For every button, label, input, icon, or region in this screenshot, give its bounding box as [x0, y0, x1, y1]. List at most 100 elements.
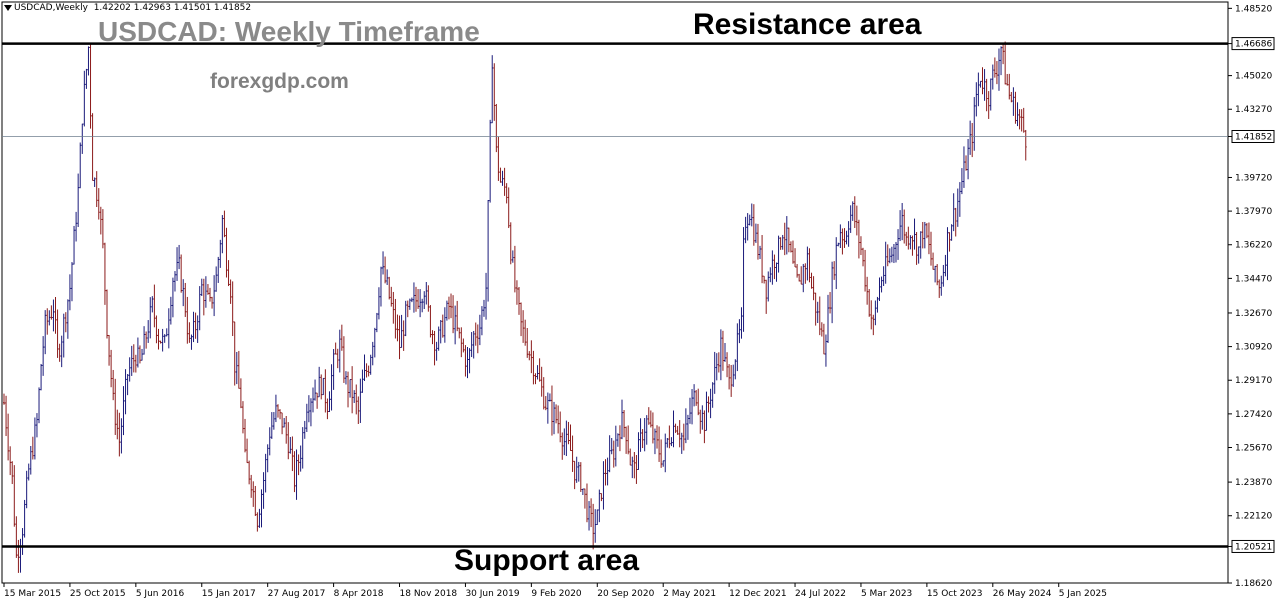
ohlc-bar — [847, 221, 850, 247]
ohlc-bar — [1002, 43, 1005, 65]
ohlc-bar — [695, 390, 698, 406]
ohlc-bar — [112, 369, 115, 401]
ohlc-bar — [936, 264, 939, 286]
ohlc-bar — [759, 245, 762, 260]
ohlc-bar — [827, 294, 829, 343]
ohlc-bar — [678, 420, 681, 448]
ohlc-bar — [602, 461, 605, 510]
triangle-down-icon — [4, 4, 12, 11]
ohlc-bar — [157, 328, 160, 350]
ohlc-bar — [229, 279, 232, 304]
ohlc-bar — [806, 246, 809, 281]
x-tick-label: 15 Mar 2015 — [4, 589, 61, 599]
ohlc-bar — [297, 454, 300, 476]
ohlc-bar — [977, 72, 980, 107]
ohlc-bar — [87, 46, 90, 76]
ohlc-bar — [841, 228, 844, 255]
ohlc-bar — [903, 209, 906, 244]
ohlc-bar — [371, 341, 374, 366]
ohlc-bar — [948, 232, 951, 252]
ohlc-bar — [569, 424, 572, 452]
ohlc-bar — [184, 282, 187, 317]
ohlc-bar — [594, 509, 597, 543]
ohlc-bar — [894, 241, 897, 263]
ohlc-bar — [691, 389, 694, 425]
ohlc-bar — [493, 63, 496, 121]
ohlc-bar — [431, 330, 434, 345]
ohlc-bar — [686, 414, 689, 440]
watermark: forexgdp.com — [210, 70, 349, 93]
ohlc-bar — [21, 528, 24, 555]
ohlc-bar — [499, 167, 502, 183]
ohlc-bar — [892, 243, 895, 264]
ohlc-bar — [42, 336, 45, 376]
ohlc-bar — [485, 272, 488, 320]
ohlc-bar — [837, 242, 840, 247]
ohlc-bar — [367, 365, 370, 377]
ohlc-bar — [579, 462, 582, 492]
ohlc-bar — [373, 327, 376, 358]
ohlc-bar — [724, 343, 726, 362]
ohlc-bar — [379, 266, 382, 307]
ohlc-bar — [77, 173, 80, 228]
ohlc-bar — [239, 378, 242, 409]
ohlc-bar — [901, 202, 904, 241]
ohlc-bar — [3, 393, 5, 405]
ohlc-bar — [355, 384, 358, 415]
ohlc-bar — [532, 350, 535, 385]
ohlc-bar — [633, 452, 636, 479]
ohlc-bar — [905, 231, 908, 246]
x-tick-label: 25 Oct 2015 — [70, 589, 126, 599]
ohlc-bar — [707, 396, 710, 413]
ohlc-bar — [544, 396, 547, 411]
ohlc-bar — [831, 261, 834, 324]
ohlc-bar — [274, 394, 277, 423]
ohlc-bar — [155, 315, 158, 344]
ohlc-bar — [824, 334, 827, 367]
x-tick-label: 5 Jun 2016 — [136, 589, 185, 599]
ohlc-bar — [818, 296, 821, 336]
ohlc-bar — [878, 277, 881, 302]
ohlc-bar — [330, 364, 333, 411]
ohlc-bar — [462, 338, 465, 353]
symbol-header: USDCAD,Weekly 1.42202 1.42963 1.41501 1.… — [4, 3, 251, 13]
ohlc-bar — [141, 348, 144, 361]
x-tick-label: 12 Dec 2021 — [729, 589, 787, 599]
ohlc-bar — [585, 483, 588, 523]
ohlc-bar — [814, 292, 817, 326]
ohlc-bar — [136, 337, 139, 368]
ohlc-bar — [1020, 109, 1023, 132]
ohlc-bar — [783, 222, 786, 256]
support-label: Support area — [454, 544, 640, 577]
ohlc-bar — [40, 363, 43, 391]
ohlc-bar — [363, 354, 366, 382]
ohlc-bar — [235, 351, 238, 385]
ohlc-bar — [709, 388, 712, 419]
ohlc-bar — [604, 459, 607, 486]
ohlc-bar — [1022, 107, 1025, 133]
ohlc-bar — [876, 296, 879, 313]
ohlc-bar — [726, 352, 729, 378]
ohlc-bar — [829, 292, 832, 314]
ohlc-bar — [73, 225, 76, 265]
ohlc-bar — [340, 324, 343, 351]
ohlc-bar — [973, 97, 976, 151]
ohlc-bar — [553, 401, 556, 435]
x-tick-label: 26 May 2024 — [993, 589, 1052, 599]
ohlc-bar — [732, 364, 735, 387]
ohlc-bar — [822, 323, 825, 355]
ohlc-bar — [58, 343, 61, 362]
ohlc-bar — [524, 319, 527, 346]
y-tick-label: 1.41852 — [1235, 132, 1272, 142]
y-tick-label: 1.34470 — [1235, 274, 1272, 284]
ohlc-bar — [83, 70, 86, 127]
ohlc-bar — [106, 289, 108, 339]
ohlc-bar — [439, 320, 442, 344]
ohlc-bar — [186, 296, 189, 344]
ohlc-bar — [482, 299, 485, 317]
price-level-box — [1231, 539, 1275, 553]
ohlc-bar — [946, 227, 949, 281]
ohlc-bar — [15, 516, 18, 558]
